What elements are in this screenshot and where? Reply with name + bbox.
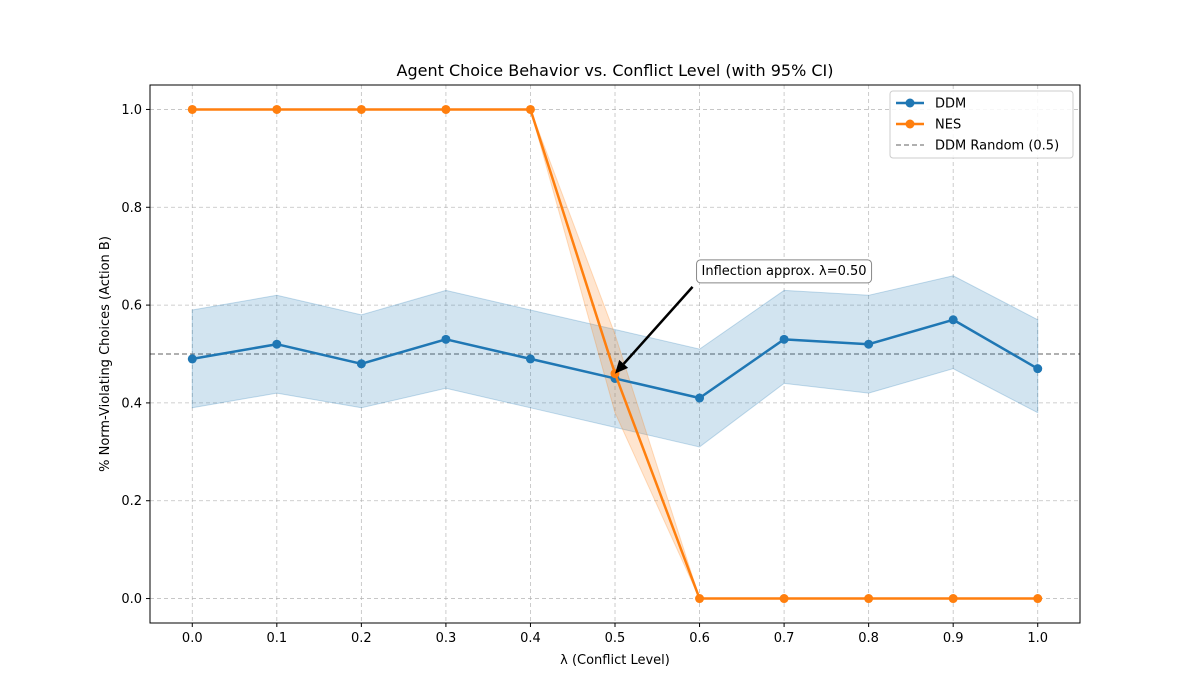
point-nes-1 <box>272 104 282 114</box>
x-tick-label-9: 0.9 <box>943 631 964 646</box>
point-nes-3 <box>441 104 451 114</box>
y-tick-label-2: 0.4 <box>121 396 142 411</box>
legend: DDM NES DDM Random (0.5) <box>889 90 1074 159</box>
point-nes-7 <box>779 594 789 604</box>
legend-frame <box>889 90 1074 159</box>
point-ddm-0 <box>187 354 197 364</box>
y-tick-label-3: 0.6 <box>121 299 142 314</box>
y-tick-label-1: 0.2 <box>121 494 142 509</box>
chart-title: Agent Choice Behavior vs. Conflict Level… <box>397 61 834 80</box>
x-tick-label-0: 0.0 <box>182 631 203 646</box>
y-tick-label-5: 1.0 <box>121 103 142 118</box>
legend-marker-ddm <box>905 98 915 108</box>
x-tick-label-4: 0.4 <box>520 631 541 646</box>
annotation-text: Inflection approx. λ=0.50 <box>702 264 867 279</box>
annotation-arrow <box>622 286 694 365</box>
x-tick-label-1: 0.1 <box>266 631 287 646</box>
x-tick-label-2: 0.2 <box>351 631 372 646</box>
point-ddm-9 <box>948 315 958 325</box>
legend-label-ddm: DDM <box>935 97 966 112</box>
point-ddm-8 <box>864 339 874 349</box>
point-ddm-1 <box>272 339 282 349</box>
point-ddm-10 <box>1033 364 1043 374</box>
point-ddm-2 <box>356 359 366 369</box>
y-tick-label-4: 0.8 <box>121 201 142 216</box>
x-tick-label-5: 0.5 <box>605 631 626 646</box>
point-ddm-7 <box>779 334 789 344</box>
y-axis-ticks: 0.0 0.2 0.4 0.6 0.8 1.0 <box>121 103 150 607</box>
point-nes-6 <box>695 594 705 604</box>
x-tick-label-7: 0.7 <box>774 631 795 646</box>
point-nes-10 <box>1033 594 1043 604</box>
annotation-arrow-head <box>615 359 629 374</box>
point-nes-8 <box>864 594 874 604</box>
legend-label-nes: NES <box>935 118 961 133</box>
y-axis-label: % Norm-Violating Choices (Action B) <box>98 236 113 472</box>
x-tick-label-3: 0.3 <box>436 631 457 646</box>
annotation-box <box>696 259 873 284</box>
x-axis-label: λ (Conflict Level) <box>560 653 670 668</box>
point-ddm-4 <box>525 354 535 364</box>
ci-band-ddm <box>191 275 1039 448</box>
legend-label-ddm-random-0-5: DDM Random (0.5) <box>935 139 1059 154</box>
point-nes-4 <box>525 104 535 114</box>
point-ddm-3 <box>441 334 451 344</box>
x-tick-label-8: 0.8 <box>858 631 879 646</box>
point-ddm-6 <box>695 393 705 403</box>
x-axis-ticks: 0.0 0.1 0.2 0.3 0.4 0.5 0.6 0.7 0.8 0.9 1.0 <box>182 623 1048 646</box>
x-tick-label-10: 1.0 <box>1027 631 1048 646</box>
point-nes-9 <box>948 594 958 604</box>
x-tick-label-6: 0.6 <box>689 631 710 646</box>
legend-marker-nes <box>905 119 915 129</box>
point-nes-0 <box>187 104 197 114</box>
point-nes-2 <box>356 104 366 114</box>
y-tick-label-0: 0.0 <box>121 592 142 607</box>
annotation: Inflection approx. λ=0.50 <box>615 259 873 374</box>
